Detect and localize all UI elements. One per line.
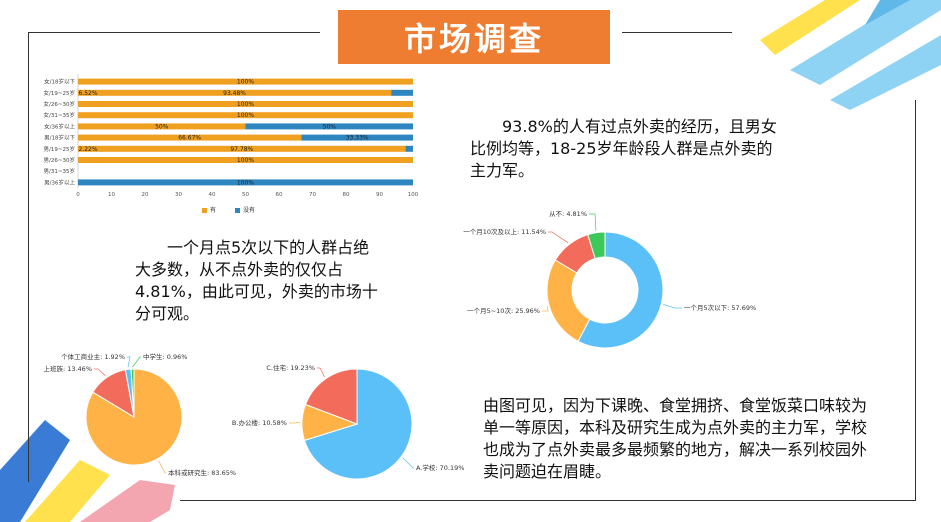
y-tick-label: 男/18岁以下: [44, 134, 75, 142]
x-tick-label: 10: [108, 192, 115, 198]
x-tick-label: 50: [242, 192, 249, 198]
slice-label: B.办公楼: 10.58%: [232, 418, 287, 427]
location-paragraph: 由图可见，因为下课晚、食堂拥挤、食堂饭菜口味较为单一等原因，本科及研究生成为点外…: [483, 396, 868, 481]
y-tick-label: 女/18岁以下: [44, 78, 75, 86]
bar-segment: [78, 123, 246, 130]
legend-label: 有: [210, 206, 216, 214]
frame-left-line: [28, 32, 29, 482]
slice-label: 中学生: 0.96%: [143, 352, 187, 361]
data-label: 100%: [237, 101, 254, 108]
legend-label: 没有: [243, 206, 255, 214]
y-tick-label: 男/31~35岁: [44, 167, 75, 175]
y-tick-label: 男/36岁以上: [44, 178, 75, 186]
location-pie-chart: A.学校: 70.19% B.办公楼: 10.58% C.住宅: 19.23%: [232, 363, 464, 480]
slice-label: C.住宅: 19.23%: [266, 363, 315, 372]
y-tick-label: 男/26~30岁: [44, 156, 75, 164]
bar-segment: [78, 78, 413, 85]
leader-line: [127, 356, 131, 368]
y-tick-label: 女/26~30岁: [44, 100, 75, 108]
leader-line: [94, 368, 106, 377]
leader-line: [589, 213, 597, 231]
frame-right-line: [915, 100, 916, 500]
x-tick-label: 60: [276, 192, 283, 198]
frame-top-left-line: [28, 32, 320, 33]
data-label: 100%: [237, 112, 254, 119]
leader-line: [542, 306, 549, 312]
experience-paragraph: 93.8%的人有过点外卖的经历，且男女比例均等，18-25岁年龄段人群是点外卖的…: [470, 117, 777, 180]
slice-label: 一个月10次及以上: 11.54%: [463, 227, 546, 236]
x-tick-label: 70: [309, 192, 316, 198]
data-label: 100%: [237, 157, 254, 164]
pie-slice: [546, 259, 591, 343]
bar-segment: [301, 134, 413, 141]
pie-slice: [304, 368, 358, 425]
x-tick-label: 90: [376, 192, 383, 198]
leader-line: [158, 460, 166, 474]
bar-segment: [405, 145, 413, 152]
frequency-paragraph: 一个月点5次以下的人群占绝大多数，从不点外卖的仅仅占4.81%，由此可见，外卖的…: [135, 238, 378, 323]
x-tick-label: 100: [408, 192, 419, 198]
x-tick-label: 20: [142, 192, 149, 198]
slice-label: 个体工商业主: 1.92%: [61, 352, 125, 361]
bar-segment: [391, 89, 413, 96]
frame-top-right-line: [622, 32, 732, 33]
data-label: 2.22%: [78, 146, 97, 153]
data-label: 66.67%: [178, 135, 201, 142]
bar-segment: [78, 179, 413, 186]
pie-slice: [587, 231, 606, 260]
x-tick-label: 80: [343, 192, 350, 198]
slice-label: 一个月5次以下: 57.69%: [684, 303, 756, 312]
slice-label: 一个月5~10次: 25.96%: [467, 306, 540, 315]
legend-swatch: [235, 208, 240, 213]
slice-label: 本科或研究生: 83.65%: [168, 468, 236, 477]
y-tick-label: 女/19~25岁: [44, 89, 75, 97]
slice-label: A.学校: 70.19%: [416, 463, 464, 472]
data-label: 100%: [237, 79, 254, 86]
frequency-donut-chart: 一个月5次以下: 57.69% 一个月5~10次: 25.96% 一个月10次及以上…: [463, 210, 756, 349]
slice-label: 从不: 4.81%: [549, 210, 587, 218]
x-tick-label: 0: [76, 192, 80, 198]
bar-segment: [78, 134, 302, 141]
y-tick-label: 男/19~25岁: [44, 145, 75, 153]
bar-segment: [78, 112, 413, 119]
y-tick-label: 女/31~35岁: [44, 111, 75, 119]
bar-segment: [78, 89, 392, 96]
corner-decoration-top-right: [760, 0, 941, 110]
leader-line: [317, 367, 325, 378]
leader-line: [132, 356, 141, 368]
bar-segment: [245, 123, 413, 130]
leader-line: [402, 457, 414, 469]
x-tick-label: 40: [209, 192, 216, 198]
pie-slice: [130, 368, 135, 418]
corner-decoration-bottom-left: [0, 420, 175, 522]
legend-swatch: [202, 208, 207, 213]
identity-pie-chart: 本科或研究生: 83.65% 上班族: 13.46% 个体工商业主: 1.92% 中学…: [43, 352, 236, 477]
y-tick-label: 女/36岁以上: [44, 122, 75, 130]
page-title: 市场调查: [338, 10, 610, 64]
x-tick-label: 30: [175, 192, 182, 198]
data-label: 97.78%: [230, 146, 253, 153]
data-label: 6.52%: [78, 90, 97, 97]
pie-slice: [577, 231, 664, 349]
leader-line: [663, 304, 682, 309]
bar-segment: [78, 101, 413, 107]
data-label: 50%: [155, 123, 169, 130]
leader-line: [548, 231, 569, 244]
frame-bottom-line: [180, 500, 916, 501]
bar-segment: [78, 157, 413, 163]
data-label: 33.33%: [346, 135, 369, 142]
data-label: 93.48%: [223, 90, 246, 97]
data-label: 100%: [237, 179, 254, 186]
bar-segment: [78, 145, 406, 152]
age-gender-bar-chart: 女/18岁以下 100% 女/19~25岁 93.48% 6.52%女/26~30岁 10…: [44, 74, 419, 214]
slice-label: 上班族: 13.46%: [43, 364, 92, 373]
data-label: 50%: [323, 123, 337, 130]
leader-line: [289, 421, 301, 424]
